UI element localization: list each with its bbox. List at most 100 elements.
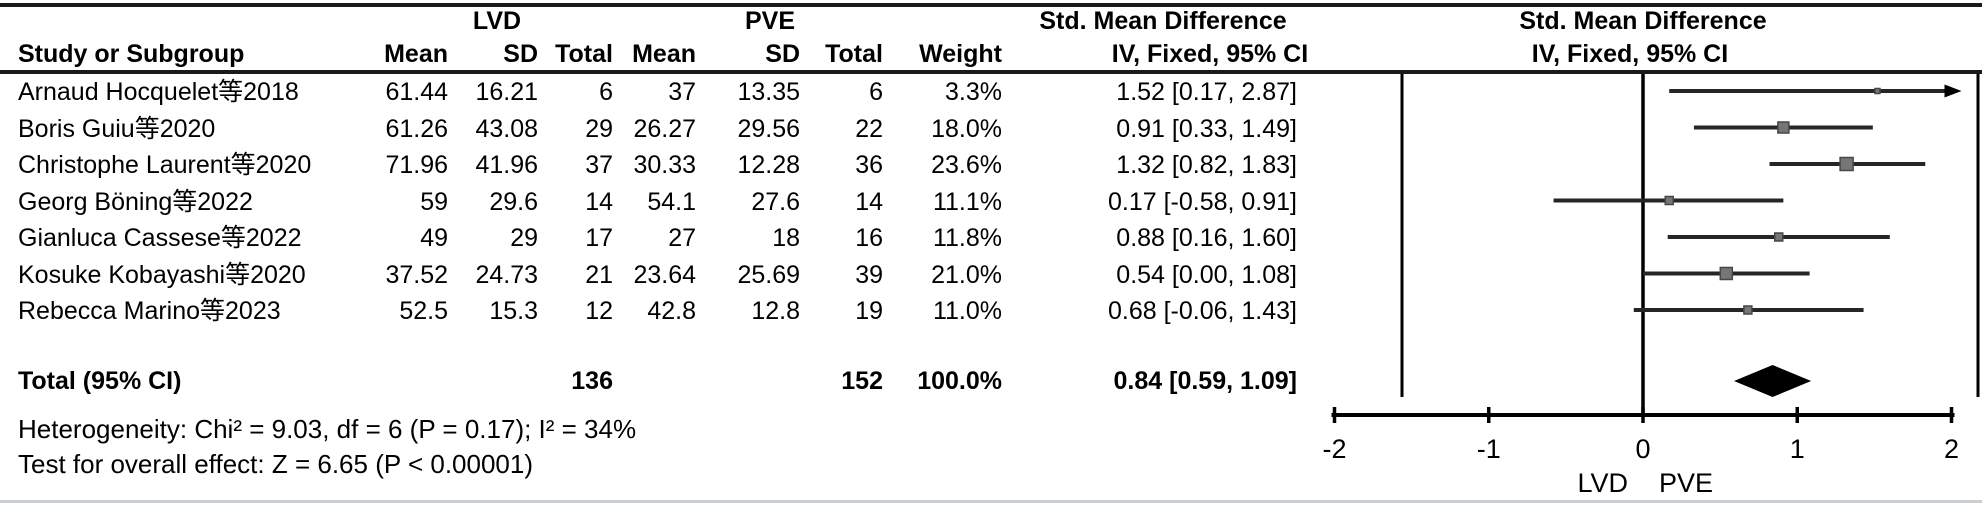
total-label: Total (95% CI) [18,367,182,395]
weight-value: 18.0% [931,114,1002,143]
study-row: Boris Guiu等2020 61.26 43.08 29 26.27 29.56 22 1… [0,111,1320,148]
pve-total: 6 [869,78,883,106]
col-header-lvd-total: Total [555,40,613,68]
weight-value: 11.0% [932,297,1002,325]
pve-mean: 23.64 [633,260,696,289]
pve-total: 14 [855,187,883,216]
weight-value: 11.1% [932,187,1002,216]
pve-mean: 26.27 [633,114,696,143]
ci-text: 1.52 [0.17, 2.87] [1116,78,1297,106]
col-header-iv-left: IV, Fixed, 95% CI [1111,40,1309,68]
lvd-total: 29 [585,114,613,143]
pve-mean: 37 [668,78,696,106]
axis-tick-label: 2 [1944,434,1959,464]
forest-plot-graphic: -2 -1 0 1 2 LVD PVE [1322,74,1980,498]
ci-text: 1.32 [0.82, 1.83] [1116,151,1297,179]
weight-value: 23.6% [931,151,1002,179]
overall-effect-note: Test for overall effect: Z = 6.65 (P < 0… [18,449,533,479]
pve-total: 16 [855,224,883,252]
study-name: Georg Böning等2022 [18,187,253,216]
col-header-pve-sd: SD [765,40,800,68]
axis-tick-label: -1 [1477,434,1501,464]
pve-total: 36 [855,151,883,179]
col-header-lvd-sd: SD [503,40,538,68]
pve-sd: 18 [772,224,800,252]
lvd-total: 6 [599,78,613,106]
group-header-lvd: LVD [472,7,522,35]
lvd-total: 37 [585,151,613,179]
study-name: Gianluca Cassese等2022 [18,224,302,252]
axis-tick-label: 1 [1790,434,1805,464]
bottom-border-rule [0,500,1982,503]
ci-text: 0.88 [0.16, 1.60] [1116,224,1297,252]
lvd-total: 12 [585,297,613,325]
favours-right-label: PVE [1659,468,1713,498]
lvd-sd: 16.21 [475,78,538,106]
weight-value: 3.3% [945,78,1002,106]
effect-marker [1719,266,1734,281]
study-name: Kosuke Kobayashi等2020 [18,260,306,289]
heterogeneity-note: Heterogeneity: Chi² = 9.03, df = 6 (P = … [18,414,637,444]
pve-sd: 25.69 [737,260,800,289]
pve-mean: 54.1 [647,187,696,216]
lvd-sd: 29.6 [489,187,538,216]
lvd-sd: 15.3 [489,297,538,325]
pve-mean: 30.33 [633,151,696,179]
lvd-mean: 49 [420,224,448,252]
effect-marker [1664,195,1674,206]
ci-text: 0.17 [-0.58, 0.91] [1107,187,1297,216]
weight-value: 21.0% [931,260,1002,289]
lvd-mean: 59 [420,187,448,216]
effect-marker [1743,305,1753,315]
study-name: Arnaud Hocquelet等2018 [18,78,299,106]
pve-sd: 12.28 [737,151,800,179]
total-row: Total (95% CI) 136 152 100.0% 0.84 [0.59… [0,363,1320,400]
lvd-mean: 37.52 [385,260,448,289]
group-header-pve: PVE [744,7,796,35]
study-row: Georg Böning等2022 59 29.6 14 54.1 27.6 14 11.1%… [0,184,1320,221]
pve-total: 39 [855,260,883,289]
lvd-total: 17 [585,224,613,252]
study-name: Christophe Laurent等2020 [18,151,312,179]
favours-left-label: LVD [1577,468,1628,498]
col-header-weight: Weight [919,40,1002,68]
lvd-total: 21 [585,260,613,289]
col-header-lvd-mean: Mean [384,40,448,68]
total-weight: 100.0% [917,367,1002,395]
arrowhead-icon [1944,84,1962,98]
study-row: Arnaud Hocquelet等2018 61.44 16.21 6 37 13.35 6… [0,74,1320,111]
total-lvd-n: 136 [571,367,613,395]
study-row: Rebecca Marino等2023 52.5 15.3 12 42.8 12.8 19 1… [0,293,1320,330]
col-header-pve-mean: Mean [632,40,696,68]
total-pve-n: 152 [841,367,883,395]
study-row: Kosuke Kobayashi等2020 37.52 24.73 21 23.64 25… [0,257,1320,294]
pve-sd: 12.8 [751,297,800,325]
lvd-mean: 52.5 [399,297,448,325]
pve-sd: 27.6 [751,187,800,216]
study-row: Gianluca Cassese等2022 49 29 17 27 18 16 11.8% 0.… [0,220,1320,257]
effect-marker [1773,232,1784,242]
smd-header-right: Std. Mean Difference [1519,7,1767,35]
lvd-sd: 43.08 [475,114,538,143]
weight-value: 11.8% [932,224,1002,252]
pve-mean: 42.8 [647,297,696,325]
axis-tick-label: -2 [1322,434,1346,464]
pve-mean: 27 [668,224,696,252]
pve-sd: 29.56 [737,114,800,143]
lvd-sd: 41.96 [475,151,538,179]
study-name: Boris Guiu等2020 [18,114,216,143]
lvd-sd: 29 [510,224,538,252]
axis-tick-label: 0 [1635,434,1650,464]
lvd-mean: 71.96 [385,151,448,179]
col-header-pve-total: Total [825,40,883,68]
ci-text: 0.54 [0.00, 1.08] [1116,260,1297,289]
effect-marker [1874,87,1881,95]
pve-total: 19 [855,297,883,325]
lvd-mean: 61.44 [385,78,448,106]
top-border-rule [0,3,1982,7]
header-underline-rule [0,70,1982,74]
study-row: Christophe Laurent等2020 71.96 41.96 37 30.33… [0,147,1320,184]
col-header-iv-right: IV, Fixed, 95% CI [1531,40,1729,68]
lvd-mean: 61.26 [385,114,448,143]
total-ci-text: 0.84 [0.59, 1.09] [1113,367,1297,395]
